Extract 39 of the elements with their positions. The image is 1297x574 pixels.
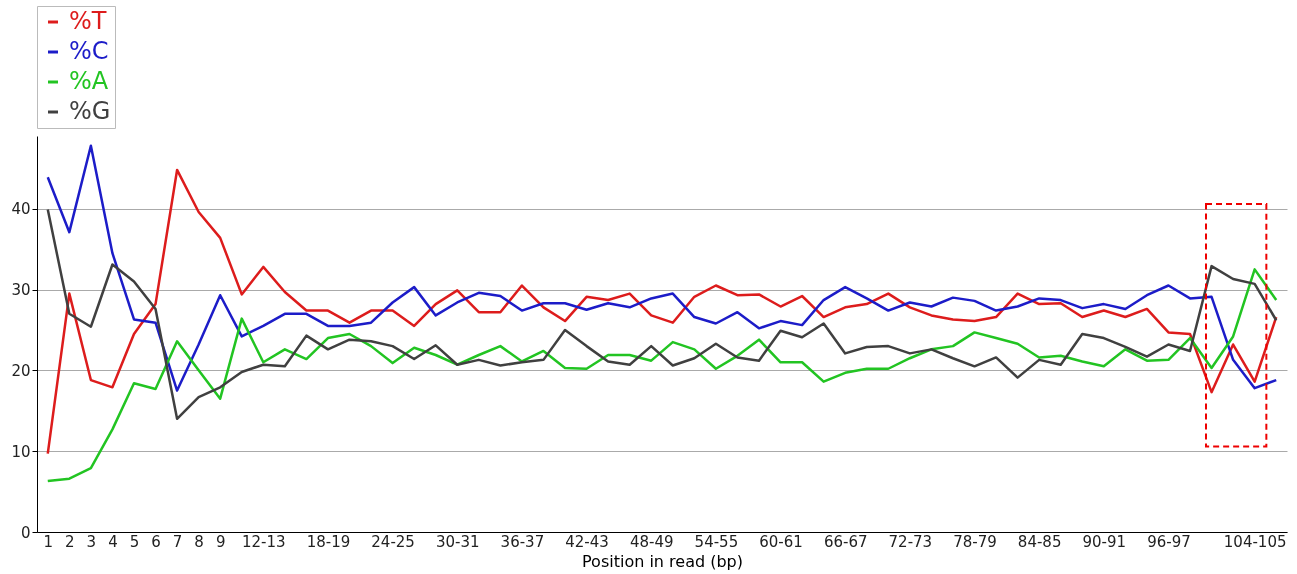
x-tick-label: 1	[43, 532, 54, 551]
x-tick-label: 78-79	[953, 532, 997, 551]
y-tick-label: 40	[11, 200, 31, 219]
x-tick-label: 7	[172, 532, 183, 551]
x-tick-label: 6	[151, 532, 161, 551]
x-tick-label: 30-31	[435, 532, 480, 551]
x-tick-label: 84-85	[1017, 532, 1062, 551]
x-tick-label: 2	[65, 532, 75, 551]
y-tick-label: 0	[20, 523, 31, 542]
legend-label: %G	[69, 97, 111, 125]
x-tick-label: 66-67	[823, 532, 868, 551]
x-tick-label: 8	[194, 532, 204, 551]
x-axis-title: Position in read (bp)	[582, 551, 743, 571]
x-tick-label: 96-97	[1147, 532, 1191, 551]
x-tick-label: 3	[86, 532, 97, 551]
legend-label: %C	[69, 37, 109, 65]
x-tick-label: 18-19	[306, 532, 351, 551]
line-series	[46, 268, 1278, 483]
x-tick-label: 60-61	[759, 532, 803, 551]
x-tick-label: 42-43	[565, 532, 609, 551]
x-tick-label: 104-105	[1223, 532, 1287, 551]
line-series	[46, 168, 1278, 455]
line-series	[46, 208, 1278, 421]
x-tick-label: 9	[215, 532, 226, 551]
x-tick-label: 90-91	[1082, 532, 1127, 551]
x-tick-label: 12-13	[242, 532, 286, 551]
x-tick-label: 72-73	[888, 532, 933, 551]
x-tick-label: 5	[129, 532, 140, 551]
x-tick-label: 48-49	[629, 532, 674, 551]
line-series	[46, 144, 1278, 392]
y-tick-label: 10	[11, 442, 31, 461]
legend-label: %A	[69, 67, 109, 95]
legend-label: %T	[69, 7, 107, 35]
x-tick-label: 4	[108, 532, 118, 551]
y-tick-label: 20	[11, 361, 31, 380]
y-tick-label: 30	[11, 281, 31, 300]
x-tick-label: 54-55	[694, 532, 739, 551]
x-tick-label: 36-37	[500, 532, 545, 551]
x-tick-label: 24-25	[371, 532, 415, 551]
